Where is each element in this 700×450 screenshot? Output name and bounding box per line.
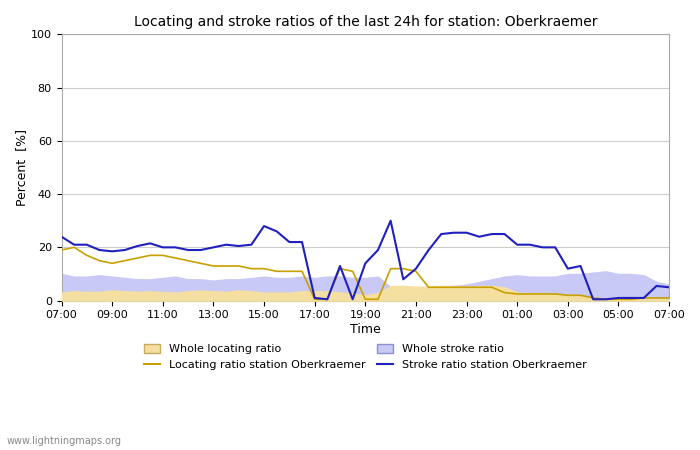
Text: www.lightningmaps.org: www.lightningmaps.org [7, 436, 122, 446]
Legend: Whole locating ratio, Locating ratio station Oberkraemer, Whole stroke ratio, St: Whole locating ratio, Locating ratio sta… [139, 340, 592, 375]
Title: Locating and stroke ratios of the last 24h for station: Oberkraemer: Locating and stroke ratios of the last 2… [134, 15, 597, 29]
X-axis label: Time: Time [350, 323, 381, 336]
Y-axis label: Percent  [%]: Percent [%] [15, 129, 28, 206]
